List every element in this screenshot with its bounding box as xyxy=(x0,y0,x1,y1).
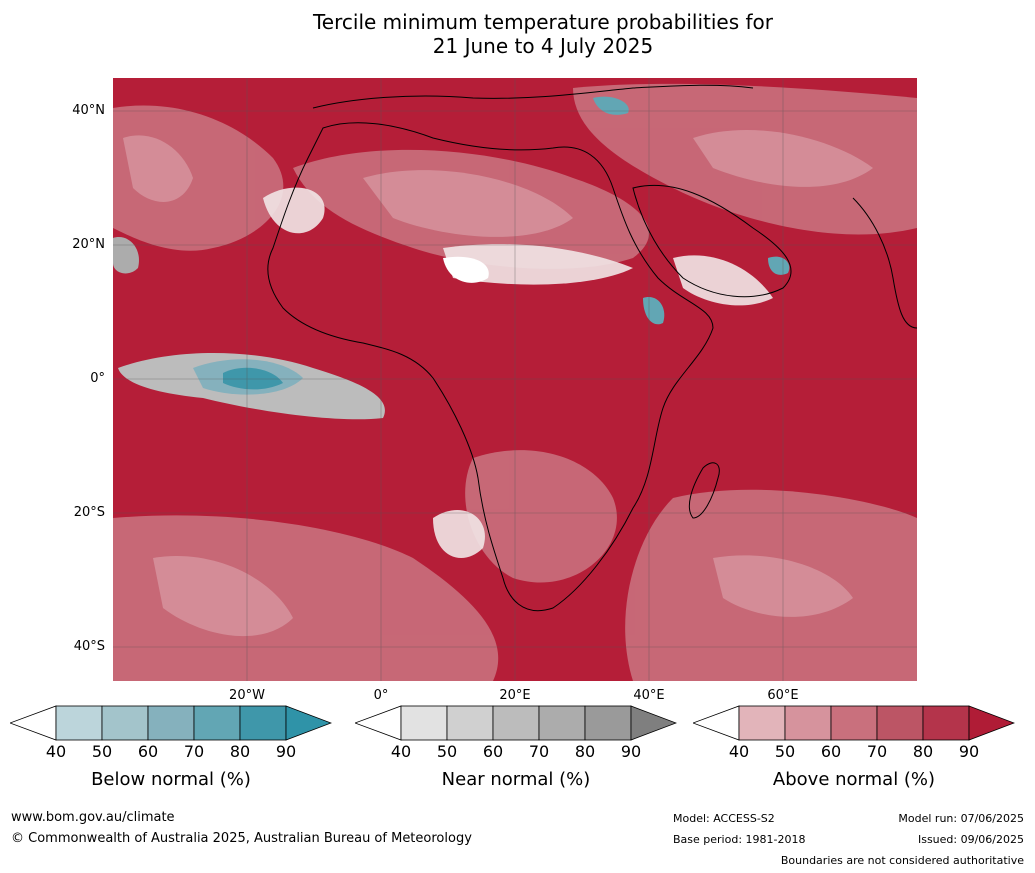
tick-label: 90 xyxy=(620,742,642,761)
colorbar-below-normal: 40 50 60 70 80 90 Below normal (%) xyxy=(8,705,333,790)
tick-label: 50 xyxy=(91,742,113,761)
tick-label: 80 xyxy=(912,742,934,761)
lon-label-40e: 40°E xyxy=(633,688,665,703)
tick-label: 60 xyxy=(820,742,842,761)
lon-label-20w: 20°W xyxy=(229,688,265,703)
tick-label: 80 xyxy=(229,742,251,761)
footer-disclaimer: Boundaries are not considered authoritat… xyxy=(780,854,1024,867)
tick-label: 50 xyxy=(774,742,796,761)
colorbar-below-swatches xyxy=(8,705,333,741)
colorbar-near-normal: 40 50 60 70 80 90 Near normal (%) xyxy=(353,705,678,790)
colorbar-near-swatches xyxy=(353,705,678,741)
footer-url[interactable]: www.bom.gov.au/climate xyxy=(11,810,175,825)
footer-base-period: Base period: 1981-2018 xyxy=(673,833,806,846)
title-line-1: Tercile minimum temperature probabilitie… xyxy=(312,10,774,34)
colorbar-near-title: Near normal (%) xyxy=(441,769,591,790)
title-line-2: 21 June to 4 July 2025 xyxy=(432,34,654,58)
tick-label: 40 xyxy=(390,742,412,761)
map-title: Tercile minimum temperature probabilitie… xyxy=(0,10,1035,58)
lon-label-60e: 60°E xyxy=(767,688,799,703)
footer-copyright: © Commonwealth of Australia 2025, Austra… xyxy=(11,831,472,846)
lat-label-20s: 20°S xyxy=(73,505,105,520)
footer-model: Model: ACCESS-S2 xyxy=(673,812,775,825)
lat-label-40s: 40°S xyxy=(73,639,105,654)
tick-label: 40 xyxy=(728,742,750,761)
tick-label: 90 xyxy=(958,742,980,761)
tick-label: 60 xyxy=(137,742,159,761)
map-canvas xyxy=(113,78,917,681)
tick-label: 90 xyxy=(275,742,297,761)
colorbar-above-swatches xyxy=(691,705,1016,741)
colorbar-below-title: Below normal (%) xyxy=(91,769,251,790)
tick-label: 60 xyxy=(482,742,504,761)
tick-label: 70 xyxy=(183,742,205,761)
tick-label: 40 xyxy=(45,742,67,761)
tick-label: 70 xyxy=(866,742,888,761)
probability-map xyxy=(113,78,917,681)
lon-label-20e: 20°E xyxy=(499,688,531,703)
lat-label-0: 0° xyxy=(90,371,105,386)
tick-label: 70 xyxy=(528,742,550,761)
tick-label: 80 xyxy=(574,742,596,761)
footer-model-run: Model run: 07/06/2025 xyxy=(898,812,1024,825)
footer-issued: Issued: 09/06/2025 xyxy=(917,833,1024,846)
colorbar-above-normal: 40 50 60 70 80 90 Above normal (%) xyxy=(691,705,1016,790)
lon-label-0: 0° xyxy=(373,688,389,703)
lat-label-20n: 20°N xyxy=(72,237,105,252)
tick-label: 50 xyxy=(436,742,458,761)
colorbar-above-title: Above normal (%) xyxy=(772,769,936,790)
lat-label-40n: 40°N xyxy=(72,103,105,118)
